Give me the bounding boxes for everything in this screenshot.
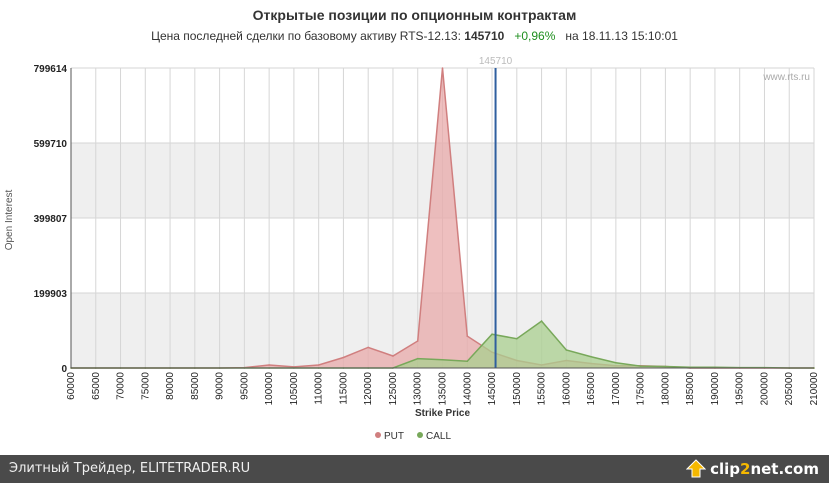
x-tick-label: 145000	[487, 372, 498, 406]
x-tick-label: 150000	[512, 372, 523, 406]
legend-marker-put	[375, 432, 381, 438]
current-price-label: 145710	[479, 56, 513, 67]
y-tick-label: 599710	[34, 139, 68, 150]
x-tick-label: 90000	[215, 372, 226, 400]
x-tick-label: 115000	[338, 372, 349, 405]
legend-label-call: CALL	[426, 431, 451, 442]
data-point-call	[416, 357, 419, 360]
x-tick-label: 130000	[413, 372, 424, 406]
data-point-put	[342, 356, 345, 359]
chart-subtitle: Цена последней сделки по базовому активу…	[0, 29, 829, 43]
x-tick-label: 205000	[784, 372, 795, 406]
x-tick-label: 85000	[190, 372, 201, 400]
x-tick-label: 80000	[165, 372, 176, 400]
data-point-call	[466, 360, 469, 363]
legend-label-put: PUT	[384, 431, 404, 442]
x-tick-label: 70000	[116, 372, 127, 400]
data-point-call	[516, 337, 518, 340]
y-tick-label: 799614	[34, 64, 68, 75]
x-tick-label: 160000	[561, 372, 572, 406]
clip2net-arrow-icon	[686, 459, 707, 478]
data-point-put	[441, 67, 444, 69]
x-tick-label: 75000	[140, 372, 151, 400]
data-point-put	[367, 346, 370, 349]
data-point-call	[615, 361, 617, 364]
data-point-put	[392, 355, 394, 357]
legend-marker-call	[417, 432, 423, 438]
clip2net-label: clip2net.com	[710, 460, 819, 478]
price-change: +0,96%	[514, 29, 556, 43]
footer-source: Элитный Трейдер, ELITETRADER.RU	[9, 461, 251, 476]
series-area-put	[71, 68, 814, 368]
x-tick-label: 105000	[289, 372, 300, 406]
legend: PUT CALL	[375, 431, 451, 442]
data-point-call	[565, 349, 568, 351]
data-point-call	[441, 358, 444, 361]
x-tick-label: 120000	[363, 372, 374, 406]
y-tick-label: 399807	[34, 214, 68, 225]
x-tick-label: 60000	[66, 372, 77, 400]
x-tick-label: 185000	[685, 372, 696, 406]
last-trade-datetime: 18.11.13 15:10:01	[582, 29, 678, 43]
data-point-put	[317, 364, 320, 366]
data-point-call	[639, 365, 642, 367]
chart-title: Открытые позиции по опционным контрактам	[252, 7, 577, 23]
last-price: 145710	[464, 29, 505, 43]
x-tick-label: 100000	[264, 372, 275, 406]
y-tick-label: 0	[61, 364, 67, 375]
x-tick-label: 175000	[636, 372, 647, 406]
x-tick-label: 125000	[388, 372, 399, 406]
data-point-put	[268, 364, 270, 366]
footer-bar: Элитный Трейдер, ELITETRADER.RU clip2net…	[0, 455, 829, 483]
data-point-call	[540, 320, 543, 322]
x-tick-label: 65000	[91, 372, 102, 400]
x-tick-label: 165000	[586, 372, 597, 406]
x-axis-title: Strike Price	[415, 408, 470, 419]
y-axis-title: Open Interest	[4, 189, 15, 250]
subtitle-prefix: Цена последней сделки по базовому активу…	[151, 29, 461, 43]
x-tick-label: 95000	[239, 372, 250, 400]
date-prefix: на	[565, 29, 579, 43]
data-point-call	[590, 355, 592, 358]
x-tick-label: 200000	[759, 372, 770, 406]
open-interest-chart: www.rts.ru 145710 0 199903 399807 599710 79961…	[4, 56, 820, 442]
clip2net-brand[interactable]: clip2net.com	[686, 458, 819, 480]
x-tick-label: 110000	[314, 372, 325, 405]
x-tick-label: 195000	[735, 372, 746, 406]
data-point-call	[491, 333, 493, 336]
x-tick-label: 155000	[537, 372, 548, 406]
data-point-call	[664, 365, 667, 368]
watermark: www.rts.ru	[762, 72, 810, 83]
x-tick-label: 210000	[809, 372, 820, 406]
x-tick-label: 180000	[660, 372, 671, 406]
x-tick-label: 190000	[710, 372, 721, 406]
x-tick-label: 170000	[611, 372, 622, 406]
data-point-put	[466, 335, 469, 337]
x-tick-label: 135000	[438, 372, 449, 406]
y-tick-label: 199903	[34, 289, 68, 300]
data-point-put	[416, 340, 419, 342]
x-tick-label: 140000	[462, 372, 473, 406]
